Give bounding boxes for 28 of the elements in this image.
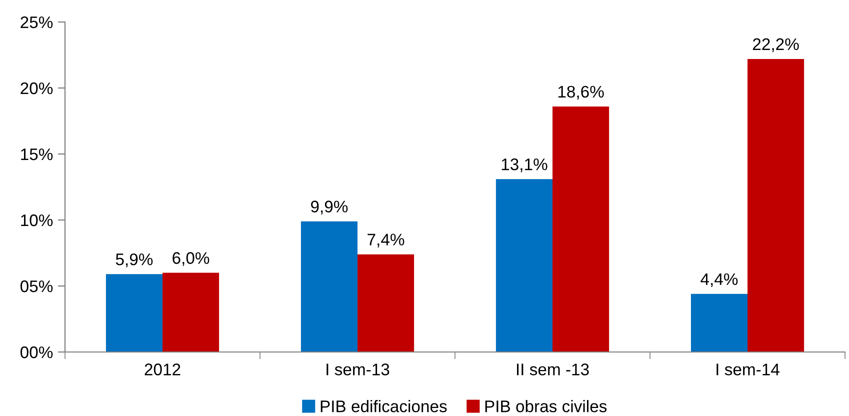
x-tick-label: II sem -13 <box>516 364 589 376</box>
bar <box>748 58 804 352</box>
data-label: 5,9% <box>116 253 153 268</box>
x-tick-label: I sem-13 <box>326 364 390 376</box>
bar <box>106 274 162 352</box>
bar <box>552 106 610 352</box>
bar <box>690 294 748 352</box>
y-tick-label: 05% <box>20 280 53 292</box>
data-label: 13,1% <box>502 158 548 172</box>
data-label: 22,2% <box>752 38 799 52</box>
bar <box>300 221 358 352</box>
y-tick-label: 15% <box>21 148 53 160</box>
data-label: 7,4% <box>368 234 404 248</box>
data-label: 9,9% <box>311 200 348 214</box>
bar <box>358 254 414 352</box>
data-label: 6,0% <box>172 252 210 266</box>
x-tick-label: I sem-14 <box>716 364 780 376</box>
y-tick-label: 20% <box>20 82 53 94</box>
y-tick-label: 00% <box>20 346 53 358</box>
x-tick-label: 2012 <box>144 364 180 376</box>
y-tick-label: 25% <box>20 16 53 28</box>
data-label: 4,4% <box>700 273 738 288</box>
legend-label: PIB edificaciones <box>320 400 447 412</box>
y-tick-label: 10% <box>21 214 53 226</box>
legend-label: PIB obras civiles <box>485 400 607 412</box>
bar <box>496 179 552 352</box>
bar <box>162 272 220 352</box>
data-label: 18,6% <box>558 86 604 100</box>
